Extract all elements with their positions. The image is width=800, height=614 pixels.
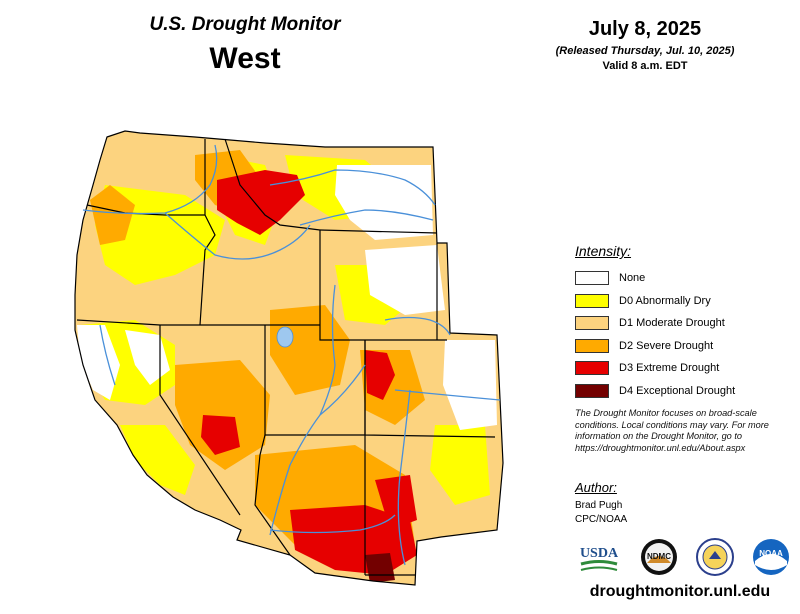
mt-wy-border	[319, 229, 438, 234]
wy-border	[319, 230, 447, 341]
legend-item-d2: D2 Severe Drought	[575, 335, 790, 358]
date-block: July 8, 2025 (Released Thursday, Jul. 10…	[520, 18, 770, 72]
d3-area-nevada	[201, 415, 240, 455]
doc-logo	[696, 538, 734, 576]
d0-area-new-mexico	[430, 425, 490, 505]
arkansas-river	[394, 389, 501, 401]
author-block: Author: Brad Pugh CPC/NOAA	[575, 480, 775, 527]
legend-label: D0 Abnormally Dry	[619, 294, 711, 307]
none-area-ca-coast	[77, 325, 120, 400]
d4-area-new-mexico-south	[365, 553, 395, 583]
disclaimer-note: The Drought Monitor focuses on broad-sca…	[575, 408, 769, 453]
great-salt-lake	[276, 326, 294, 348]
map-subtitle: U.S. Drought Monitor	[149, 14, 341, 35]
logo-row: USDA NDMC NOAA	[577, 537, 795, 581]
d3-area-new-mexico-sw	[375, 475, 417, 530]
sacramento-river	[99, 324, 116, 386]
usda-logo-text: USDA	[580, 546, 619, 561]
ndmc-logo-text: NDMC	[647, 552, 671, 561]
ndmc-logo: NDMC	[641, 539, 677, 575]
author-title: Author:	[575, 480, 617, 495]
colorado-river	[269, 364, 366, 536]
legend-item-d0: D0 Abnormally Dry	[575, 290, 790, 313]
legend-label: D3 Extreme Drought	[619, 362, 720, 375]
noaa-logo-text: NOAA	[759, 549, 783, 558]
noaa-logo: NOAA	[753, 539, 789, 575]
legend-label: D2 Severe Drought	[619, 339, 714, 352]
map-date: July 8, 2025	[588, 18, 702, 40]
rivers	[82, 144, 501, 566]
gila-river	[269, 514, 396, 534]
missouri-river	[269, 169, 436, 206]
id-border	[199, 139, 216, 326]
legend-swatch	[575, 271, 609, 286]
d3-area-colorado	[365, 350, 395, 400]
west-region-outline	[74, 130, 504, 586]
author-name: Brad Pugh	[575, 500, 623, 511]
legend-label: D4 Exceptional Drought	[619, 384, 736, 397]
d3-area-idaho-montana	[217, 170, 305, 235]
valid-time: Valid 8 a.m. EDT	[602, 60, 688, 72]
platte-river	[384, 316, 451, 336]
ca-nv-border	[159, 325, 241, 516]
d0-area-central-ca	[120, 425, 195, 495]
legend-label: D1 Moderate Drought	[619, 317, 725, 330]
snake-river	[164, 212, 311, 260]
rio-grande	[397, 389, 411, 566]
legend-swatch	[575, 361, 609, 376]
d2-area-oregon	[90, 185, 135, 245]
none-area-ca-sierra	[125, 330, 170, 385]
columbia-river	[82, 144, 218, 215]
usda-logo: USDA	[580, 546, 619, 571]
green-river	[319, 284, 336, 416]
author-org: CPC/NOAA	[575, 514, 628, 525]
legend-label: None	[619, 272, 646, 285]
release-date: (Released Thursday, Jul. 10, 2025)	[555, 45, 735, 57]
legend-item-d1: D1 Moderate Drought	[575, 312, 790, 335]
legend-swatch	[575, 383, 609, 398]
none-area-wyoming-east	[365, 245, 445, 315]
legend-swatch	[575, 338, 609, 353]
or-ca-border	[76, 319, 161, 326]
none-area-montana-east	[335, 165, 433, 240]
legend-item-d3: D3 Extreme Drought	[575, 357, 790, 380]
region-title: West	[209, 42, 281, 75]
legend-title: Intensity:	[575, 243, 632, 259]
d2-area-utah	[270, 305, 350, 395]
d2-area-nevada	[175, 360, 270, 470]
legend-item-d4: D4 Exceptional Drought	[575, 380, 790, 403]
footer-url[interactable]: droughtmonitor.unl.edu	[589, 583, 771, 600]
drought-map	[74, 130, 504, 586]
none-area-colorado-east	[443, 340, 497, 430]
legend-swatch	[575, 293, 609, 308]
legend: Intensity: None D0 Abnormally Dry D1 Mod…	[575, 243, 790, 402]
legend-item-none: None	[575, 267, 790, 290]
title-block: U.S. Drought Monitor West	[95, 14, 395, 76]
legend-swatch	[575, 316, 609, 331]
id-mt-border	[224, 138, 321, 231]
yellowstone-river	[299, 209, 434, 226]
